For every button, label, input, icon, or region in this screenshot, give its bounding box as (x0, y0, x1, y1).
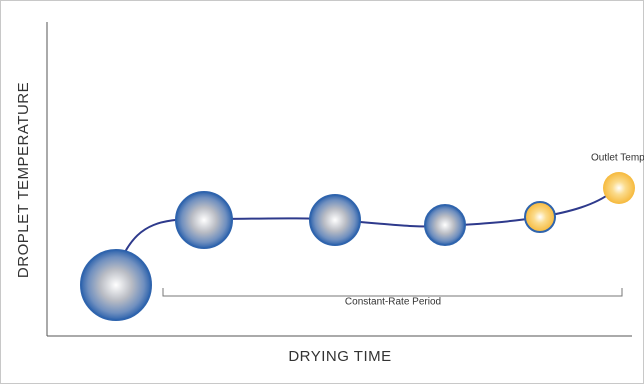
period-bracket (162, 288, 623, 297)
y-axis-label: DROPLET TEMPERATURE (15, 82, 32, 278)
droplet (424, 204, 466, 246)
outlet-label: Outlet Temp (591, 153, 644, 164)
droplet (175, 191, 233, 249)
droplet (309, 194, 361, 246)
droplet (524, 201, 556, 233)
x-axis-label: DRYING TIME (288, 348, 391, 365)
period-label: Constant-Rate Period (345, 297, 441, 308)
droplet (603, 172, 635, 204)
droplet (80, 249, 152, 321)
